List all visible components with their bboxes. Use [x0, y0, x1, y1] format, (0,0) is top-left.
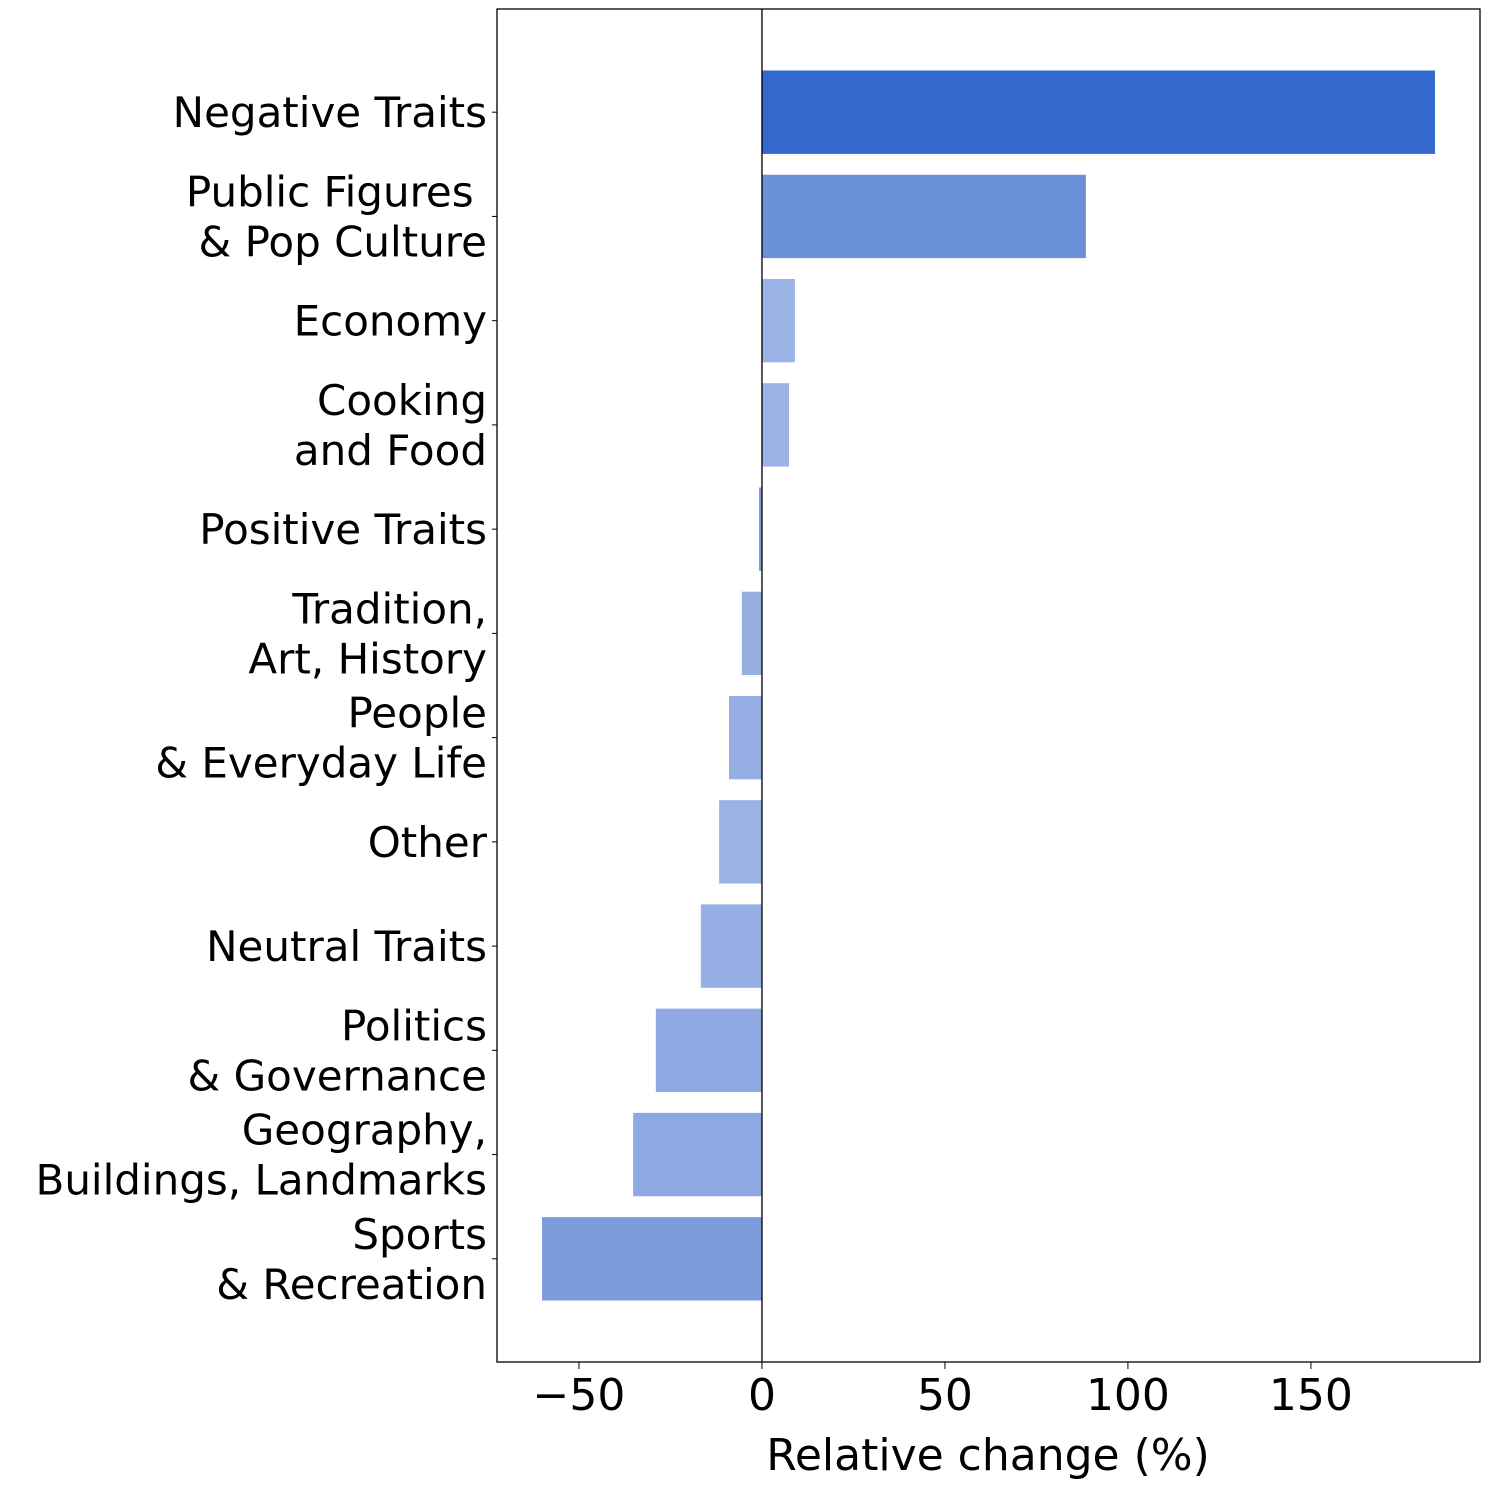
x-tick-label: 100	[1086, 1370, 1170, 1421]
y-tick-label: Sports & Recreation	[216, 1210, 487, 1309]
bar	[741, 591, 762, 676]
bar	[655, 1008, 762, 1093]
bar	[700, 904, 762, 988]
y-tick-label: Other	[368, 818, 488, 867]
y-tick-label: Politics & Governance	[188, 1001, 487, 1100]
y-tick-label: Tradition, Art, History	[248, 584, 487, 683]
y-tick-label: Cooking and Food	[294, 376, 487, 475]
bar	[761, 278, 795, 363]
y-tick-label: People & Everyday Life	[155, 689, 487, 788]
bar	[759, 487, 762, 571]
bar	[761, 70, 1435, 154]
bar	[542, 1217, 762, 1301]
y-tick-label: Public Figures & Pop Culture	[186, 167, 487, 266]
bar	[761, 174, 1086, 259]
y-tick-label: Economy	[294, 297, 487, 346]
bar	[761, 383, 790, 467]
x-tick-label: −50	[533, 1370, 626, 1421]
y-tick-label: Geography, Buildings, Landmarks	[36, 1106, 488, 1205]
bar	[729, 695, 762, 780]
y-tick-label: Positive Traits	[199, 505, 487, 554]
x-tick-label: 0	[748, 1370, 776, 1421]
plot-frame	[496, 8, 1481, 1363]
bar	[719, 800, 762, 884]
y-tick-label: Negative Traits	[173, 88, 487, 137]
y-tick-label: Neutral Traits	[206, 922, 487, 971]
x-tick-label: 50	[917, 1370, 973, 1421]
x-axis-label: Relative change (%)	[766, 1430, 1209, 1481]
x-tick-label: 150	[1269, 1370, 1353, 1421]
bar	[633, 1112, 762, 1197]
